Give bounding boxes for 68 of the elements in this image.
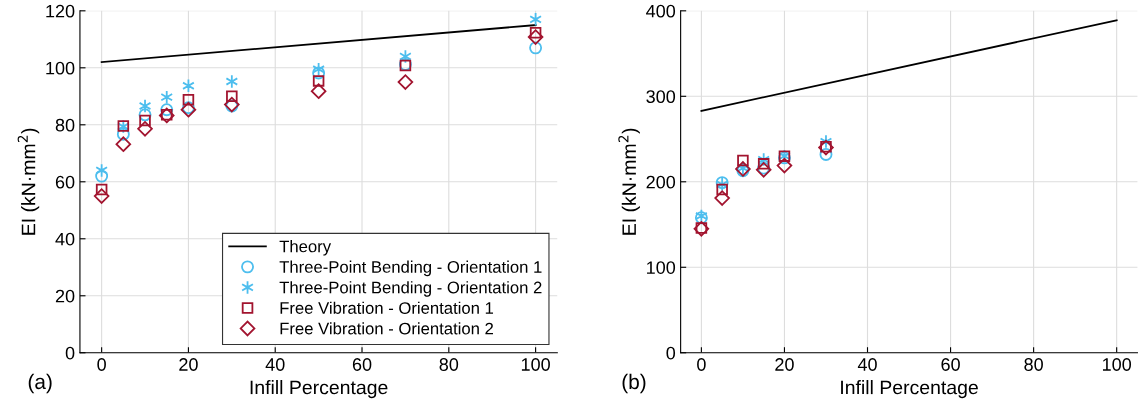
point (137, 121, 153, 137)
x-tick-label: 80 (1024, 358, 1043, 371)
x-tick-label: 100 (521, 358, 550, 371)
x-tick-label: 20 (179, 358, 198, 371)
point (529, 41, 543, 55)
text: (b) (622, 373, 646, 394)
y-tick-label: 40 (55, 232, 75, 246)
point (182, 93, 195, 106)
y-tick-label: 120 (46, 4, 75, 18)
point (138, 108, 152, 122)
point (225, 74, 239, 89)
point (776, 157, 793, 174)
y-tick-label: 400 (646, 4, 676, 18)
point (160, 103, 174, 117)
point (115, 136, 132, 152)
point (819, 147, 833, 161)
point (529, 12, 542, 27)
y-tick-label: 100 (46, 61, 75, 75)
point (716, 183, 728, 196)
y-tick-label: 100 (647, 261, 676, 274)
point (95, 183, 108, 196)
y-axis-title: EI (kN·mm$^{2}$) (618, 128, 640, 235)
point (182, 78, 195, 93)
point (312, 75, 325, 87)
point (95, 169, 109, 183)
y-tick-label: 300 (646, 90, 676, 104)
point (93, 188, 110, 204)
legend-label: Free Vibration - Orientation 2 (280, 322, 493, 335)
x-axis-title: Infill Percentage (250, 380, 388, 399)
point (757, 158, 770, 170)
y-tick-label: 0 (666, 346, 676, 360)
y-tick-label: 20 (55, 289, 75, 303)
x-tick-label: 60 (941, 358, 960, 371)
point (737, 154, 749, 167)
legend-label: Free Vibration - Orientation 1 (280, 301, 494, 314)
point (312, 62, 325, 77)
point (714, 190, 730, 206)
legend-label: Theory (279, 240, 332, 256)
point (310, 83, 327, 99)
point (138, 98, 152, 114)
legend-label: Three-Point Bending - Orientation 2 (279, 281, 542, 297)
x-tick-label: 80 (439, 358, 459, 371)
text: (a) (28, 373, 52, 394)
x-tick-label: 100 (1102, 358, 1132, 371)
x-tick-label: 0 (697, 358, 706, 371)
x-tick-label: 20 (775, 358, 794, 371)
point (399, 49, 412, 64)
point (226, 90, 238, 103)
x-tick-label: 40 (265, 358, 285, 371)
point (139, 114, 151, 127)
x-tick-label: 60 (352, 358, 372, 371)
y-tick-label: 0 (65, 346, 75, 360)
point (757, 152, 771, 167)
x-tick-label: 40 (857, 358, 877, 371)
legend-label: Three-Point Bending - Orientation 1 (279, 260, 542, 277)
y-tick-label: 60 (55, 175, 75, 189)
point (160, 90, 174, 105)
x-tick-label: 0 (97, 358, 106, 371)
point (95, 163, 108, 178)
point (527, 29, 544, 45)
point (116, 127, 130, 141)
y-tick-label: 80 (55, 118, 75, 132)
point (529, 26, 542, 39)
x-axis-title: Infill Percentage (841, 380, 978, 399)
point (312, 66, 326, 80)
y-tick-label: 200 (646, 175, 676, 189)
y-axis-title: EI (kN·mm$^{2}$) (17, 128, 40, 235)
point (397, 74, 414, 90)
